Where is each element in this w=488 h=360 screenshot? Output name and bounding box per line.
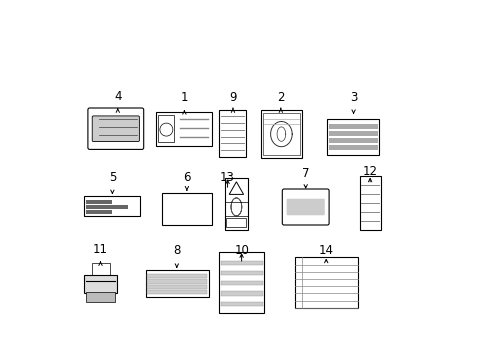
Bar: [86, 200, 112, 204]
Bar: [260, 110, 302, 158]
Bar: [221, 281, 262, 285]
Bar: [147, 274, 206, 278]
Bar: [147, 290, 206, 294]
Text: 2: 2: [277, 91, 284, 104]
FancyBboxPatch shape: [92, 116, 139, 141]
Text: 12: 12: [362, 165, 377, 178]
Bar: [86, 204, 127, 209]
Text: 3: 3: [349, 91, 357, 104]
Text: 6: 6: [183, 171, 190, 184]
Bar: [147, 279, 206, 284]
Text: 11: 11: [93, 243, 108, 256]
Bar: [226, 218, 246, 227]
Text: 8: 8: [173, 244, 180, 257]
Bar: [147, 285, 206, 289]
Text: 13: 13: [220, 171, 235, 184]
Bar: [162, 193, 212, 225]
Bar: [221, 291, 262, 296]
Bar: [84, 275, 117, 293]
FancyBboxPatch shape: [88, 108, 143, 149]
Bar: [326, 119, 379, 155]
Bar: [158, 115, 174, 142]
Bar: [294, 257, 357, 308]
Bar: [156, 112, 212, 146]
Text: 1: 1: [180, 91, 188, 104]
FancyBboxPatch shape: [286, 199, 324, 215]
Bar: [86, 292, 115, 302]
FancyBboxPatch shape: [282, 189, 328, 225]
Text: 10: 10: [234, 244, 248, 257]
Bar: [86, 210, 112, 213]
Bar: [219, 252, 264, 313]
Text: 4: 4: [114, 90, 122, 103]
Text: 5: 5: [108, 171, 116, 184]
Text: 9: 9: [229, 91, 236, 104]
Bar: [328, 145, 377, 150]
Polygon shape: [229, 182, 243, 194]
Bar: [221, 271, 262, 275]
Bar: [221, 261, 262, 265]
Bar: [91, 263, 109, 279]
Bar: [328, 131, 377, 136]
Bar: [359, 176, 380, 230]
Bar: [219, 110, 246, 157]
Bar: [84, 196, 140, 216]
Text: 7: 7: [301, 167, 309, 180]
Bar: [262, 113, 300, 155]
Bar: [224, 178, 247, 230]
Text: 14: 14: [318, 244, 333, 257]
Bar: [145, 270, 208, 297]
Bar: [221, 302, 262, 306]
Bar: [328, 138, 377, 143]
Bar: [328, 124, 377, 129]
